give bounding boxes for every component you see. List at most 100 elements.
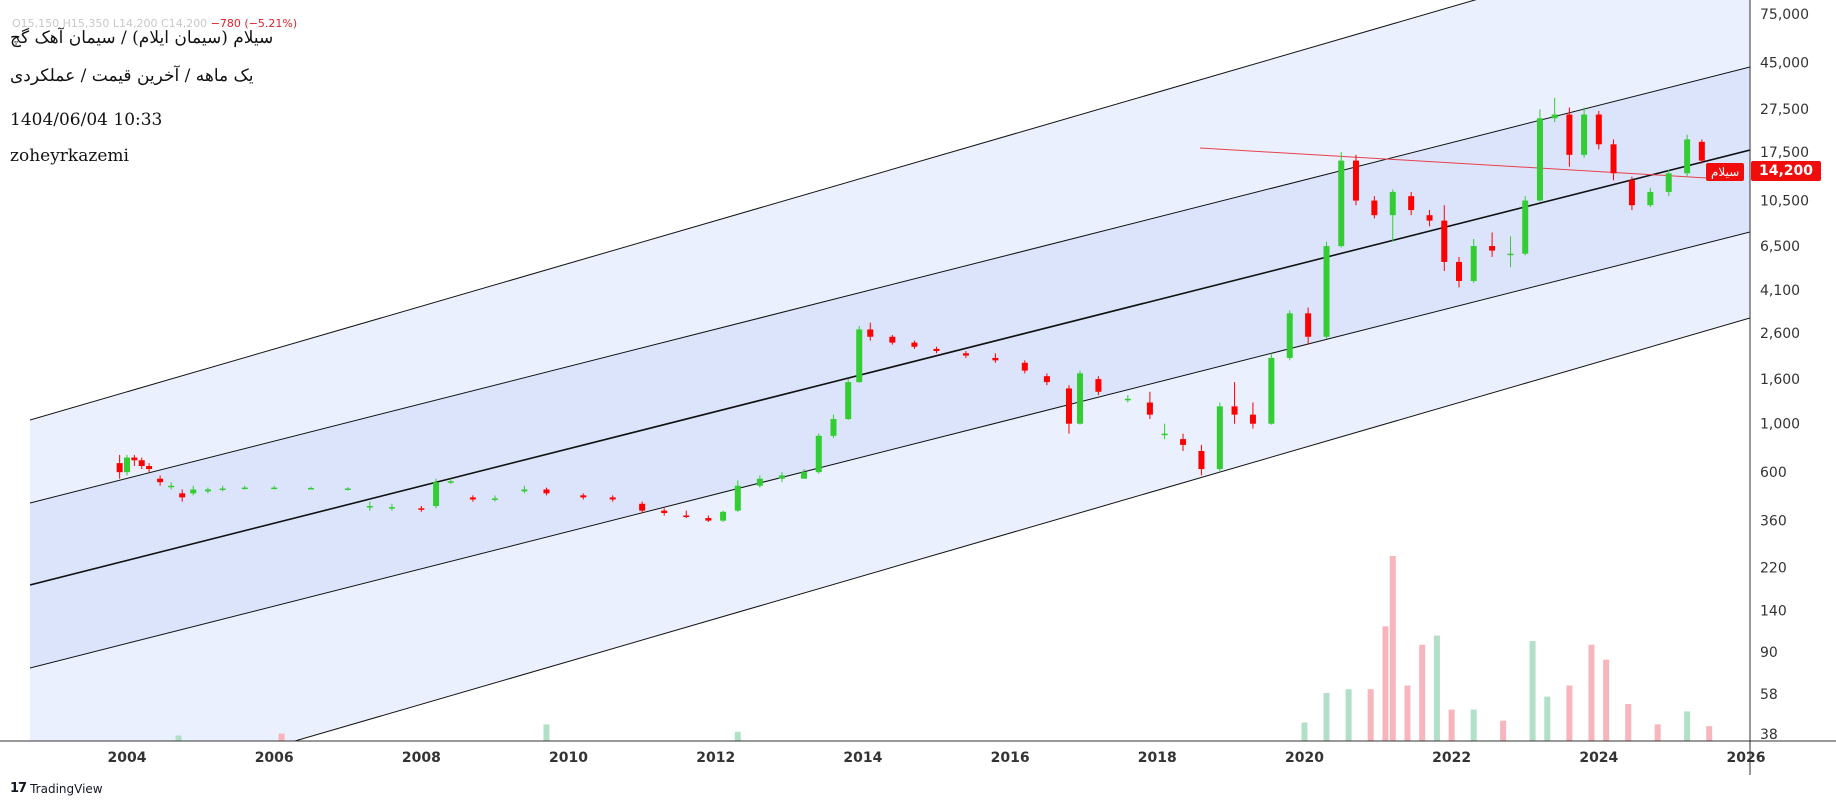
candle-body: [1323, 246, 1330, 337]
volume-bar: [1345, 689, 1352, 741]
time-tick-label: 2004: [108, 750, 147, 766]
candle: [138, 457, 145, 470]
candle-body: [1581, 114, 1588, 155]
candle-body: [1489, 246, 1496, 251]
volume-bar: [1433, 635, 1440, 741]
candle: [307, 486, 314, 490]
candle-body: [388, 507, 395, 509]
price-axis[interactable]: 75,000 45,000 27,500 17,500 10,500 6,500 4,100…: [1760, 7, 1809, 743]
candle-body: [1286, 313, 1293, 358]
candle-body: [1216, 406, 1223, 470]
candle: [344, 487, 351, 491]
candle-body: [433, 482, 440, 507]
volume-bar: [1529, 641, 1536, 741]
candle: [146, 463, 153, 473]
candle-body: [1352, 160, 1359, 201]
volume-bar: [1500, 720, 1507, 741]
candle: [1065, 385, 1072, 434]
candle: [856, 325, 863, 383]
candle-body: [1441, 220, 1448, 262]
candle-body: [1095, 379, 1102, 392]
candle-body: [815, 435, 822, 473]
candle-body: [1338, 160, 1345, 247]
candle: [1610, 139, 1617, 181]
candle-body: [1426, 215, 1433, 221]
candle-body: [1470, 246, 1477, 281]
candle-body: [138, 460, 145, 467]
candle-body: [469, 497, 476, 500]
candle: [756, 475, 763, 488]
candle: [933, 346, 940, 354]
candle-body: [1551, 114, 1558, 119]
candle: [1021, 360, 1028, 374]
price-tick-label: 45,000: [1760, 55, 1809, 71]
candle: [1551, 97, 1558, 123]
last-price-tag: 14,200: [1751, 161, 1822, 181]
time-tick-label: 2006: [255, 750, 294, 766]
candle: [521, 485, 528, 494]
price-tick-label: 90: [1760, 645, 1778, 661]
candle: [1426, 210, 1433, 227]
candle: [1161, 423, 1168, 440]
candle-body: [1566, 114, 1573, 155]
candle-body: [830, 419, 837, 436]
time-axis[interactable]: 2004 2006 2008 2010 2012 2014 2016 2018 2020 2022…: [108, 750, 1766, 766]
candle: [1455, 256, 1462, 288]
candle-body: [190, 489, 197, 494]
price-tick-label: 4,100: [1760, 283, 1800, 299]
volume-bar: [175, 735, 182, 741]
volume-bar: [734, 731, 741, 741]
candle-body: [778, 475, 785, 479]
candle: [1647, 187, 1654, 208]
candle: [1389, 189, 1396, 242]
candle: [867, 322, 874, 341]
time-tick-label: 2010: [549, 750, 588, 766]
candle: [778, 472, 785, 483]
chart-datetime: 1404/06/04 10:33: [10, 110, 163, 130]
candle: [1566, 107, 1573, 167]
candle: [116, 454, 123, 479]
volume-bar: [1404, 685, 1411, 741]
candle-body: [1268, 357, 1275, 424]
volume-bar: [1419, 644, 1426, 741]
candle: [1628, 176, 1635, 211]
candle: [845, 379, 852, 420]
time-tick-label: 2014: [843, 750, 882, 766]
candle-body: [307, 487, 314, 490]
candle-body: [1146, 402, 1153, 415]
channel-line-top: [30, 0, 1477, 421]
candle: [1198, 444, 1205, 476]
volume-bar: [1301, 722, 1308, 741]
candle: [179, 489, 186, 502]
time-tick-label: 2016: [991, 750, 1030, 766]
candle-body: [491, 498, 498, 500]
channel-line-upper: [30, 66, 1750, 504]
candle: [190, 485, 197, 496]
price-tick-label: 1,000: [1760, 417, 1800, 433]
candle: [720, 510, 727, 522]
candle-body: [521, 489, 528, 492]
ohlc-values: O15,150 H15,350 L14,200 C14,200: [12, 17, 208, 30]
candle-body: [131, 457, 138, 461]
candle: [1698, 139, 1705, 164]
candle-body: [179, 493, 186, 498]
volume-bar: [1654, 724, 1661, 741]
candle-body: [447, 481, 454, 483]
candle-body: [1698, 141, 1705, 161]
candle-body: [418, 508, 425, 510]
candle-body: [734, 485, 741, 511]
candle: [388, 503, 395, 511]
candle: [241, 485, 248, 490]
volume-bar: [1382, 626, 1389, 741]
candle: [469, 495, 476, 502]
candle: [1371, 196, 1378, 219]
volume-bars: [175, 556, 1713, 741]
candle: [705, 515, 712, 522]
candle-body: [1455, 261, 1462, 281]
tradingview-logo[interactable]: 17 TradingView: [10, 781, 103, 796]
candle: [1077, 370, 1084, 425]
volume-bar: [1706, 726, 1713, 741]
price-tick-label: 10,500: [1760, 194, 1809, 210]
ohlc-change: −780 (−5.21%): [210, 17, 298, 30]
